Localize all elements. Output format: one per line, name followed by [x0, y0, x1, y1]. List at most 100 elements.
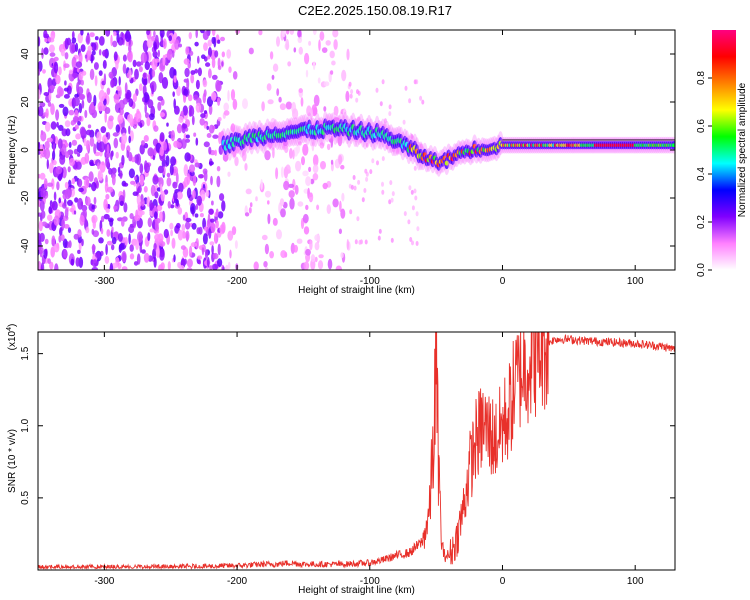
noise-speckle	[358, 239, 362, 245]
noise-speckle	[289, 148, 293, 159]
noise-speckle	[47, 258, 51, 264]
noise-speckle	[182, 214, 186, 221]
noise-speckle	[225, 264, 229, 270]
noise-speckle	[381, 189, 385, 195]
noise-speckle	[106, 240, 113, 246]
noise-speckle	[134, 176, 137, 181]
line-frame	[37, 331, 676, 571]
noise-speckle	[91, 204, 96, 210]
noise-speckle	[168, 35, 172, 42]
noise-speckle	[323, 81, 330, 87]
noise-speckle	[286, 30, 290, 35]
noise-speckle	[318, 254, 324, 259]
noise-speckle	[248, 207, 252, 214]
noise-speckle	[298, 88, 303, 94]
noise-speckle	[332, 30, 339, 38]
noise-speckle	[47, 36, 52, 43]
noise-speckle	[195, 238, 199, 249]
noise-speckle	[296, 238, 303, 244]
noise-speckle	[100, 215, 105, 223]
noise-speckle	[333, 105, 339, 116]
noise-speckle	[227, 90, 230, 102]
y-axis-label: Frequency (Hz)	[7, 116, 18, 185]
noise-speckle	[147, 217, 152, 228]
noise-speckle	[135, 110, 142, 123]
noise-speckle	[190, 242, 197, 248]
noise-speckle	[163, 228, 169, 239]
noise-speckle	[310, 178, 315, 185]
noise-speckle	[87, 45, 93, 52]
noise-speckle	[84, 109, 88, 119]
noise-speckle	[357, 179, 361, 185]
noise-speckle	[402, 119, 406, 125]
noise-speckle	[207, 213, 211, 225]
noise-speckle	[105, 244, 108, 255]
noise-speckle	[109, 218, 114, 227]
noise-speckle	[57, 138, 63, 149]
noise-speckle	[201, 247, 205, 256]
noise-speckle	[170, 229, 174, 237]
noise-speckle	[99, 161, 106, 173]
noise-speckle	[51, 235, 56, 247]
noise-speckle	[112, 132, 119, 137]
noise-speckle	[185, 134, 190, 139]
noise-speckle	[289, 30, 295, 35]
noise-speckle	[332, 198, 339, 208]
noise-speckle	[95, 252, 101, 258]
noise-speckle	[94, 75, 98, 87]
noise-speckle	[93, 62, 99, 70]
noise-speckle	[93, 143, 97, 154]
noise-speckle	[285, 38, 290, 51]
noise-speckle	[217, 258, 223, 267]
noise-speckle	[43, 30, 48, 38]
noise-speckle	[215, 219, 219, 229]
noise-speckle	[115, 151, 119, 159]
noise-speckle	[143, 78, 148, 86]
noise-speckle	[319, 142, 325, 149]
noise-speckle	[91, 259, 98, 268]
noise-speckle	[172, 91, 175, 97]
noise-speckle	[94, 36, 99, 41]
noise-speckle	[290, 242, 296, 254]
noise-speckle	[53, 215, 60, 226]
noise-speckle	[38, 173, 41, 179]
noise-speckle	[130, 180, 136, 185]
noise-speckle	[234, 240, 238, 249]
noise-speckle	[178, 115, 184, 124]
noise-speckle	[326, 204, 331, 215]
noise-speckle	[149, 228, 155, 233]
noise-speckle	[163, 141, 168, 151]
noise-speckle	[100, 126, 107, 134]
noise-speckle	[354, 239, 358, 245]
noise-speckle	[183, 93, 187, 103]
noise-speckle	[178, 43, 182, 48]
noise-speckle	[43, 47, 49, 55]
noise-speckle	[54, 263, 59, 270]
noise-speckle	[184, 67, 190, 78]
noise-speckle	[166, 177, 172, 187]
noise-speckle	[118, 76, 121, 86]
noise-speckle	[312, 164, 319, 174]
noise-speckle	[337, 134, 343, 147]
noise-speckle	[183, 58, 190, 65]
noise-speckle	[38, 232, 41, 244]
noise-speckle	[340, 252, 344, 259]
noise-speckle	[78, 187, 84, 193]
noise-speckle	[91, 42, 97, 51]
noise-speckle	[161, 210, 166, 223]
noise-speckle	[113, 31, 117, 37]
noise-speckle	[208, 208, 214, 215]
noise-speckle	[124, 82, 128, 94]
noise-speckle	[205, 62, 211, 67]
noise-speckle	[208, 161, 214, 166]
noise-speckle	[144, 162, 151, 174]
y-tick-label: 0	[20, 147, 31, 153]
noise-speckle	[103, 213, 110, 220]
noise-speckle	[411, 240, 414, 246]
noise-speckle	[346, 48, 350, 61]
noise-speckle	[86, 49, 92, 61]
noise-speckle	[153, 125, 159, 132]
noise-speckle	[353, 185, 357, 191]
noise-speckle	[183, 133, 187, 140]
noise-speckle	[211, 74, 218, 80]
